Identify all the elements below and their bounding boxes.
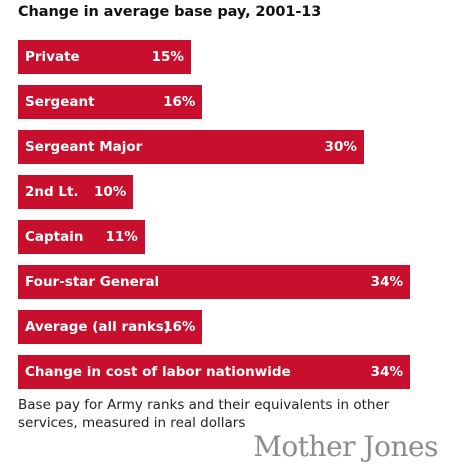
bar: Captain 11% xyxy=(18,220,145,254)
bar-label: 2nd Lt. xyxy=(25,184,79,200)
chart-title: Change in average base pay, 2001-13 xyxy=(18,4,322,20)
bar: Four-star General 34% xyxy=(18,265,410,299)
mother-jones-logo: Mother Jones xyxy=(253,430,438,463)
bar: Sergeant 16% xyxy=(18,85,203,119)
chart-footnote: Base pay for Army ranks and their equiva… xyxy=(18,397,390,431)
bar-value-label: 11% xyxy=(105,229,138,245)
bar-value-label: 16% xyxy=(163,319,196,335)
bar: Sergeant Major 30% xyxy=(18,130,364,164)
bar: Change in cost of labor nationwide 34% xyxy=(18,355,410,389)
bar-value-label: 30% xyxy=(324,139,357,155)
bar-label: Sergeant xyxy=(25,94,95,110)
bar-label: Change in cost of labor nationwide xyxy=(25,364,291,380)
bar-label: Captain xyxy=(25,229,84,245)
bar-value-label: 34% xyxy=(370,364,403,380)
bar: Private 15% xyxy=(18,40,191,74)
bar: 2nd Lt. 10% xyxy=(18,175,134,209)
bar-value-label: 16% xyxy=(163,94,196,110)
bar-value-label: 10% xyxy=(93,184,127,200)
bar: Average (all ranks) 16% xyxy=(18,310,203,344)
bar-label: Sergeant Major xyxy=(25,139,143,155)
bar-label: Private xyxy=(25,49,80,65)
bar-label: Four-star General xyxy=(25,274,160,290)
bar-value-label: 34% xyxy=(370,274,403,290)
bar-value-label: 15% xyxy=(151,49,184,65)
bar-label: Average (all ranks) xyxy=(25,319,171,335)
